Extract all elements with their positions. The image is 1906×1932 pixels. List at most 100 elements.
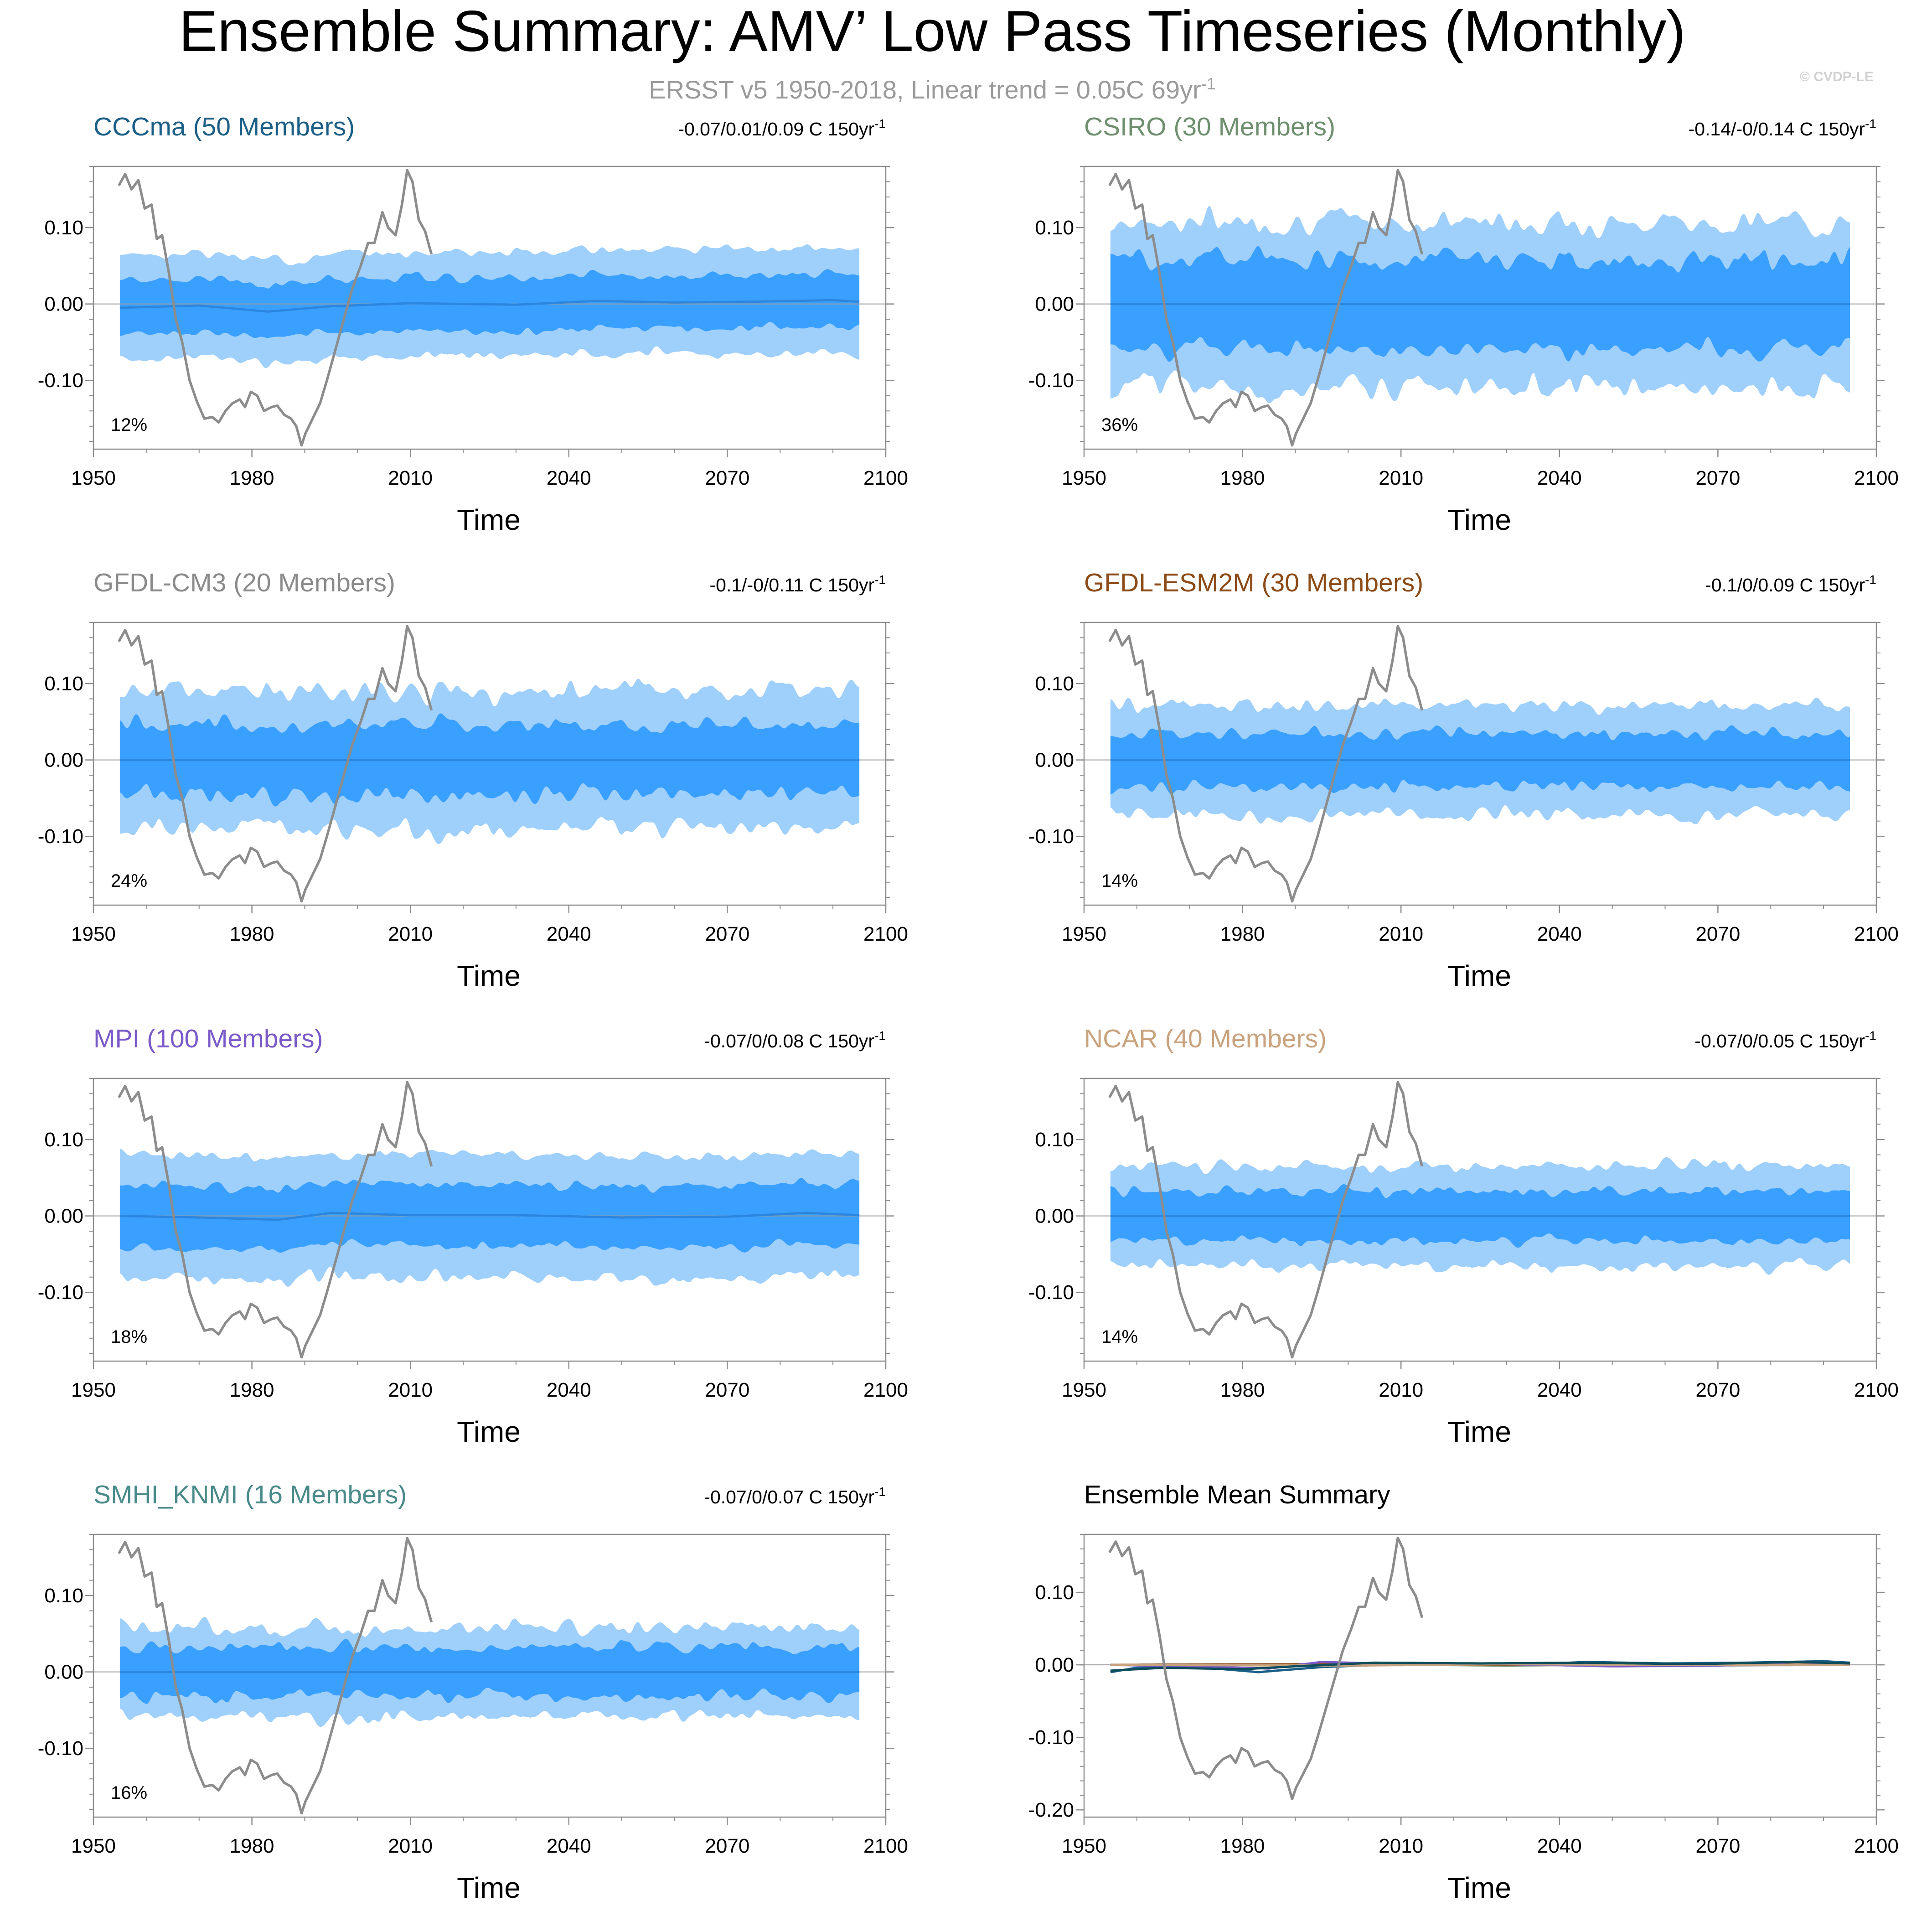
xtick-label: 2100 [863, 1379, 908, 1401]
x-axis-label: Time [457, 503, 521, 536]
panel-title: CCCma (50 Members) [93, 112, 355, 141]
x-axis-label: Time [457, 1415, 521, 1448]
ytick-label: 0.10 [44, 1129, 83, 1151]
plot-area [1084, 1537, 1876, 1801]
ensemble-mean-line [119, 1212, 860, 1221]
xtick-label: 2100 [863, 467, 908, 489]
xtick-label: 1980 [1220, 1835, 1265, 1857]
xtick-label: 2040 [547, 467, 591, 489]
xtick-label: 1950 [71, 923, 116, 945]
trend-label: -0.07/0/0.08 C 150yr-1 [704, 1029, 886, 1051]
ytick-label: -0.10 [1028, 369, 1074, 392]
panel-title: GFDL-CM3 (20 Members) [93, 568, 395, 597]
xtick-label: 2010 [1379, 1835, 1423, 1857]
xtick-label: 2100 [1854, 467, 1899, 489]
plot-frame [93, 166, 887, 450]
xtick-label: 2010 [388, 467, 433, 489]
trend-label-text: -0.1/-0/0.11 C 150yr [710, 575, 875, 596]
plot-frame [93, 622, 887, 906]
panel-ensemble-mean-summary: Ensemble Mean Summary -0.20 -0.10 0.00 0.10 1… [1028, 1480, 1899, 1904]
x-axis-label: Time [1447, 1871, 1511, 1904]
xtick-label: 1950 [71, 1835, 116, 1857]
plot-area [1084, 169, 1876, 447]
trend-label: -0.14/-0/0.14 C 150yr-1 [1689, 117, 1876, 140]
figure-subtitle-superscript: -1 [1201, 74, 1216, 93]
ytick-label: 0.10 [44, 673, 83, 695]
xtick-label: 2070 [705, 467, 749, 489]
xtick-label: 2010 [1379, 1379, 1423, 1401]
panel-title: Ensemble Mean Summary [1084, 1480, 1390, 1509]
plot-area [93, 1537, 886, 1815]
x-axis-label: Time [1447, 1415, 1511, 1448]
observations-line [118, 1081, 433, 1359]
plot-frame [93, 1077, 887, 1362]
trend-label: -0.1/0/0.09 C 150yr-1 [1705, 573, 1876, 596]
trend-label-superscript: -1 [874, 573, 886, 587]
panel-csiro: CSIRO (30 Members) -0.14/-0/0.14 C 150yr-… [1028, 112, 1899, 536]
xtick-label: 1980 [230, 923, 274, 945]
trend-label-superscript: -1 [1865, 1029, 1876, 1043]
percent-label: 14% [1101, 871, 1138, 891]
panel-gfdl-esm2m: GFDL-ESM2M (30 Members) -0.1/0/0.09 C 150… [1028, 568, 1899, 992]
copyright: © CVDP-LE [1800, 69, 1874, 84]
percent-label: 12% [111, 415, 147, 435]
xtick-label: 2100 [1854, 1379, 1899, 1401]
xtick-label: 1980 [230, 1835, 274, 1857]
ytick-label: 0.10 [1035, 1581, 1074, 1604]
xtick-label: 1950 [1062, 923, 1106, 945]
xtick-label: 1980 [1220, 923, 1265, 945]
plot-area [93, 625, 886, 903]
xtick-label: 2070 [705, 1835, 749, 1857]
panel-smhi-knmi: SMHI_KNMI (16 Members) -0.07/0/0.07 C 150… [38, 1480, 908, 1904]
ytick-label: 0.00 [1035, 293, 1074, 316]
xtick-label: 2070 [1695, 1835, 1740, 1857]
ytick-label: -0.10 [38, 1281, 83, 1304]
xtick-label: 2100 [863, 1835, 908, 1857]
x-axis-label: Time [457, 1871, 521, 1904]
ytick-label: 0.10 [44, 1585, 83, 1607]
trend-label-text: -0.07/0/0.05 C 150yr [1694, 1031, 1865, 1051]
ytick-label: 0.00 [1035, 749, 1074, 772]
trend-label-superscript: -1 [874, 1029, 886, 1043]
panel-cccma: CCCma (50 Members) -0.07/0.01/0.09 C 150y… [38, 112, 908, 536]
xtick-label: 2040 [547, 923, 591, 945]
xtick-label: 2040 [1537, 1379, 1582, 1401]
plot-frame [93, 1533, 887, 1818]
xtick-label: 2070 [1695, 1379, 1740, 1401]
panel-mpi: MPI (100 Members) -0.07/0/0.08 C 150yr-1-… [38, 1024, 908, 1448]
xtick-label: 2040 [1537, 923, 1582, 945]
percent-label: 14% [1101, 1327, 1138, 1347]
xtick-label: 2100 [1854, 923, 1899, 945]
observations-line [1108, 169, 1424, 447]
xtick-label: 2010 [388, 1835, 433, 1857]
ytick-label: -0.10 [38, 825, 83, 848]
ytick-label: 0.10 [1035, 1129, 1074, 1151]
panel-gfdl-cm3: GFDL-CM3 (20 Members) -0.1/-0/0.11 C 150y… [38, 568, 908, 992]
plot-frame [1083, 1533, 1877, 1818]
xtick-label: 2040 [547, 1379, 591, 1401]
x-axis-label: Time [457, 959, 521, 992]
ytick-label: 0.10 [1035, 217, 1074, 239]
figure-title: Ensemble Summary: AMV’ Low Pass Timeseri… [179, 0, 1685, 63]
trend-label-text: -0.14/-0/0.14 C 150yr [1689, 119, 1865, 140]
series-line-smhi-knmi [1110, 1661, 1850, 1672]
xtick-label: 2040 [1537, 1835, 1582, 1857]
trend-label-superscript: -1 [874, 117, 886, 131]
xtick-label: 2100 [863, 923, 908, 945]
trend-label-superscript: -1 [874, 1485, 886, 1499]
plot-area [93, 169, 886, 447]
ytick-label: -0.10 [1028, 1281, 1074, 1304]
trend-label-text: -0.07/0/0.07 C 150yr [704, 1487, 874, 1507]
trend-label-superscript: -1 [1865, 117, 1876, 131]
figure-subtitle-text: ERSST v5 1950-2018, Linear trend = 0.05C… [649, 75, 1201, 104]
panel-ncar: NCAR (40 Members) -0.07/0/0.05 C 150yr-1-… [1028, 1024, 1899, 1448]
xtick-label: 2070 [705, 923, 749, 945]
percent-label: 16% [111, 1783, 147, 1803]
observations-line [118, 625, 433, 903]
xtick-label: 2010 [1379, 467, 1423, 489]
ytick-label: -0.10 [1028, 825, 1074, 848]
trend-label: -0.07/0.01/0.09 C 150yr-1 [678, 117, 886, 140]
xtick-label: 1950 [71, 1379, 116, 1401]
ytick-label: 0.00 [1035, 1205, 1074, 1228]
